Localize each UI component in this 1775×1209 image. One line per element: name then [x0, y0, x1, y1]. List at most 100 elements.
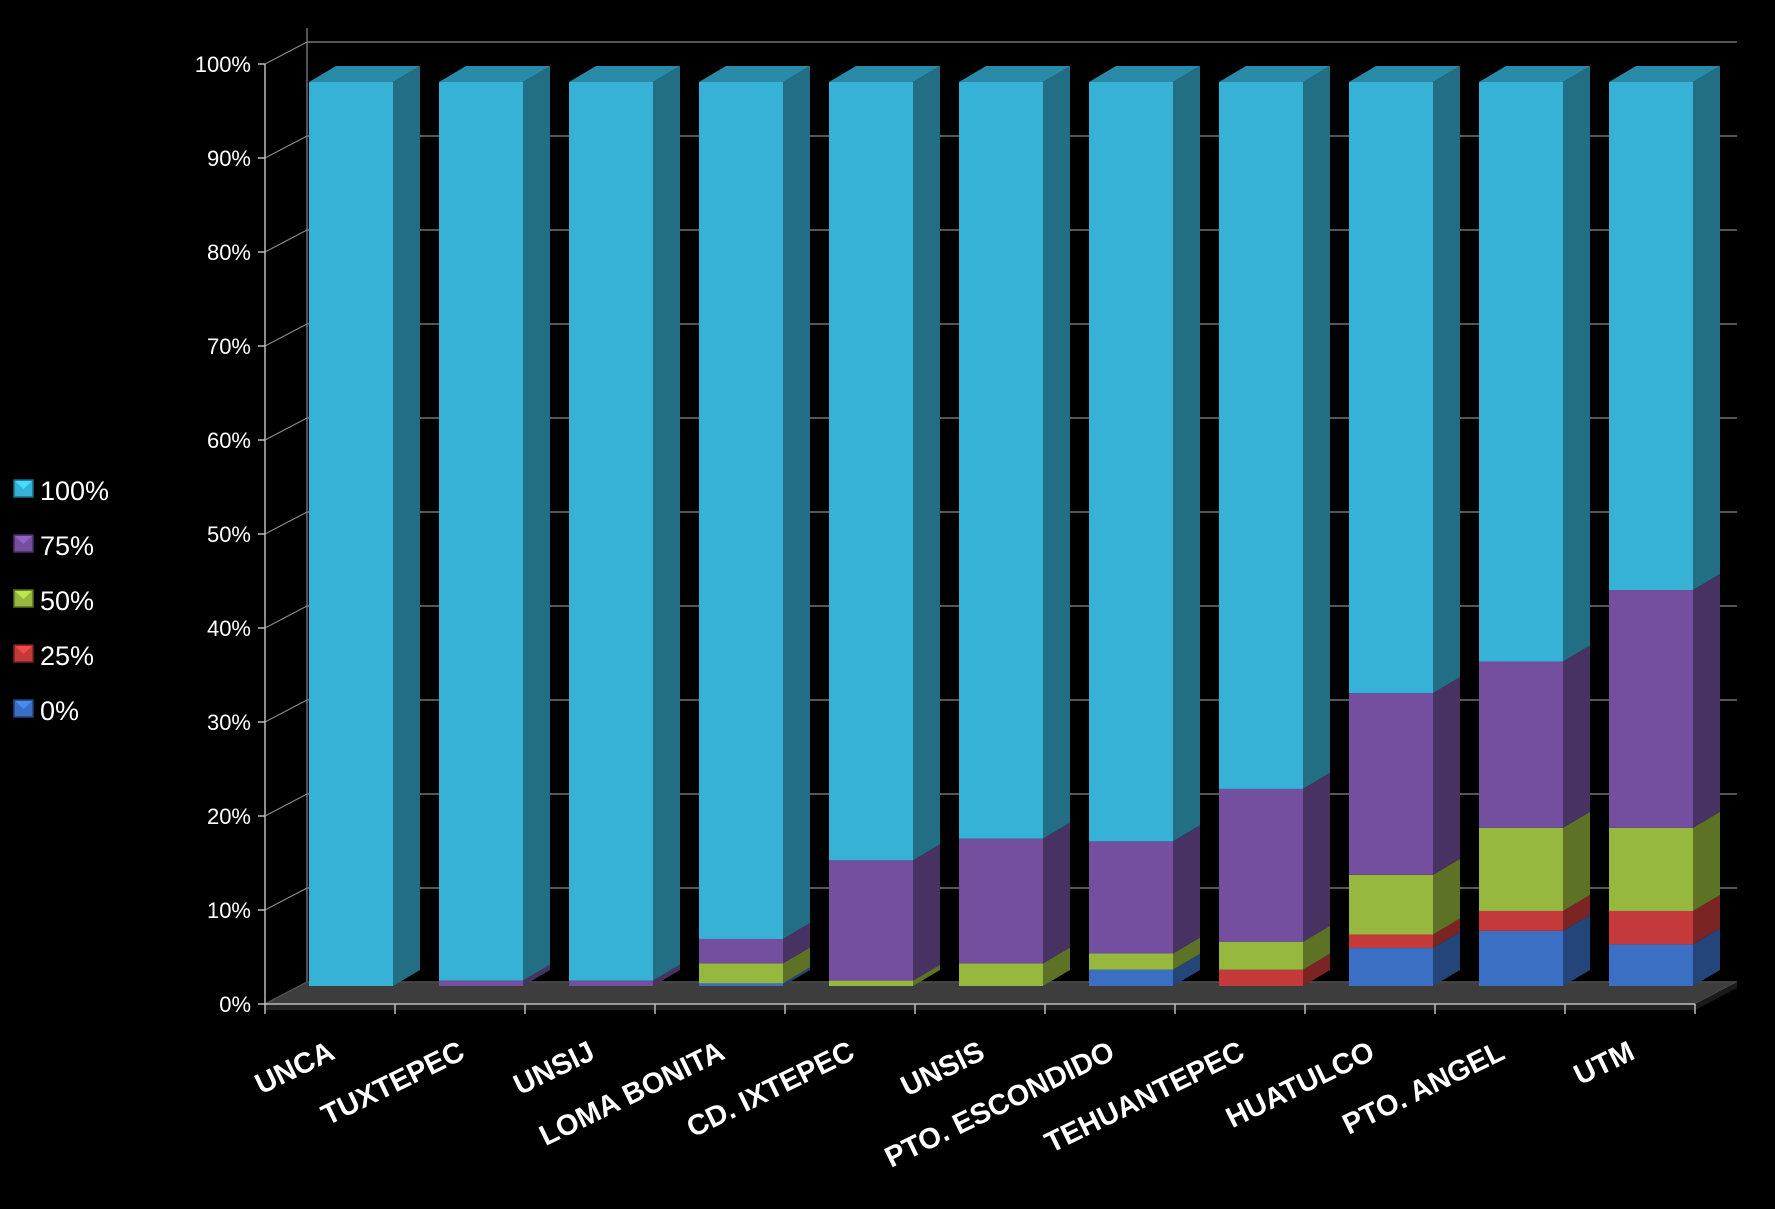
bar-segment: [439, 980, 523, 986]
gridline-diag: [264, 417, 308, 441]
bar-segment: [569, 980, 653, 986]
x-tick-label: TUXTEPEC: [317, 1036, 470, 1133]
gridline-diag: [264, 323, 308, 347]
gridline-diag: [264, 41, 308, 65]
legend-swatch-highlight: [15, 701, 32, 709]
bar-segment: [1479, 910, 1563, 931]
gridline-diag: [264, 511, 308, 535]
bar-segment: [1219, 788, 1303, 942]
gridline-diag: [264, 229, 308, 253]
legend-item: 0%: [13, 696, 79, 726]
bar-segment: [829, 980, 913, 986]
legend-swatch-highlight: [15, 481, 32, 489]
bar-segment: [699, 963, 783, 984]
bar-segment-side: [1043, 66, 1070, 839]
bar-segment-side: [783, 922, 810, 964]
bar-segment: [439, 82, 523, 981]
bar-segment: [1349, 82, 1433, 694]
bar-segment-side: [1173, 66, 1200, 842]
bar-segment-side: [1043, 822, 1070, 964]
legend-item: 100%: [13, 476, 109, 506]
bar-stack: [699, 66, 810, 986]
bar-stack: [1479, 66, 1590, 986]
bar-segment-side: [1303, 772, 1330, 942]
bar-segment-side: [1563, 645, 1590, 828]
bar-segment-side: [523, 964, 550, 986]
bar-segment-side: [1173, 953, 1200, 986]
bar-stack: [829, 66, 940, 986]
bar-stack: [1609, 66, 1720, 986]
bar-stack: [569, 66, 680, 986]
bar-segment: [1479, 661, 1563, 828]
y-tick-label: 30%: [207, 710, 251, 735]
x-tick-label: UNCA: [250, 1036, 339, 1102]
y-tick-label: 50%: [207, 522, 251, 547]
bar-segment: [1349, 934, 1433, 949]
bar-segment-top: [699, 66, 810, 82]
bar-segment-side: [1693, 574, 1720, 828]
bar-segment-side: [783, 947, 810, 984]
bar-segment-side: [1693, 894, 1720, 945]
bar-segment-side: [1563, 914, 1590, 986]
legend-swatch-highlight: [15, 646, 32, 654]
bar-segment: [1609, 590, 1693, 828]
floor-side: [1695, 982, 1737, 1010]
bar-segment-side: [1173, 825, 1200, 954]
bar-segment: [1609, 827, 1693, 911]
y-tick-label: 40%: [207, 616, 251, 641]
bar-segment: [1219, 941, 1303, 970]
bar-segment: [1609, 910, 1693, 945]
bar-segment: [1089, 969, 1173, 986]
bar-stack: [1219, 66, 1330, 986]
bar-segment-side: [913, 66, 940, 861]
bar-segment: [1479, 930, 1563, 986]
bar-segment-side: [783, 66, 810, 939]
legend-item: 25%: [13, 641, 94, 671]
bar-segment-side: [1693, 928, 1720, 986]
bar-segment-side: [1693, 66, 1720, 591]
bar-segment: [1479, 827, 1563, 911]
y-tick-label: 60%: [207, 428, 251, 453]
bar-segment-side: [523, 66, 550, 981]
legend-swatch-highlight: [15, 591, 32, 599]
x-tick-label: UNSIJ: [509, 1036, 600, 1102]
bar-segment-top: [569, 66, 680, 82]
legend-label: 100%: [40, 476, 109, 506]
bar-segment: [1089, 841, 1173, 954]
bar-stack: [309, 66, 420, 986]
bar-segment: [1609, 944, 1693, 986]
bar-segment-top: [1219, 66, 1330, 82]
bar-segment-side: [1043, 947, 1070, 986]
bar-segment: [1219, 82, 1303, 789]
bar-segment: [699, 938, 783, 964]
bar-segment-side: [1433, 932, 1460, 986]
gridline-diag: [264, 605, 308, 629]
bar-stack: [1089, 66, 1200, 986]
bar-segment-top: [439, 66, 550, 82]
x-tick-label: PTO. ESCONDIDO: [880, 1036, 1119, 1175]
bar-segment: [829, 860, 913, 981]
bar-segment-top: [1609, 66, 1720, 82]
bar-segment-side: [653, 66, 680, 981]
bar-segment-top: [1089, 66, 1200, 82]
y-tick-label: 70%: [207, 334, 251, 359]
bar-segment: [1609, 82, 1693, 591]
y-axis: 0% 10% 20% 30% 40% 50% 60% 70% 80% 90% 100%: [195, 52, 266, 1017]
gridline-diag: [264, 699, 308, 723]
gridline-diag: [264, 793, 308, 817]
bar-segment-side: [913, 964, 940, 986]
y-tick-label: 20%: [207, 804, 251, 829]
floor-edge: [265, 1004, 1695, 1010]
chart-floor: [264, 981, 1738, 1010]
bar-segment: [1349, 874, 1433, 935]
bar-segment-side: [1563, 811, 1590, 911]
bar-segment-side: [1433, 66, 1460, 694]
bar-segment-side: [1433, 677, 1460, 875]
legend-swatch-highlight: [15, 536, 32, 544]
bar-segment: [309, 82, 393, 986]
bar-segment-side: [1173, 937, 1200, 970]
legend-label: 50%: [40, 586, 94, 616]
bar-segment-side: [1433, 918, 1460, 949]
